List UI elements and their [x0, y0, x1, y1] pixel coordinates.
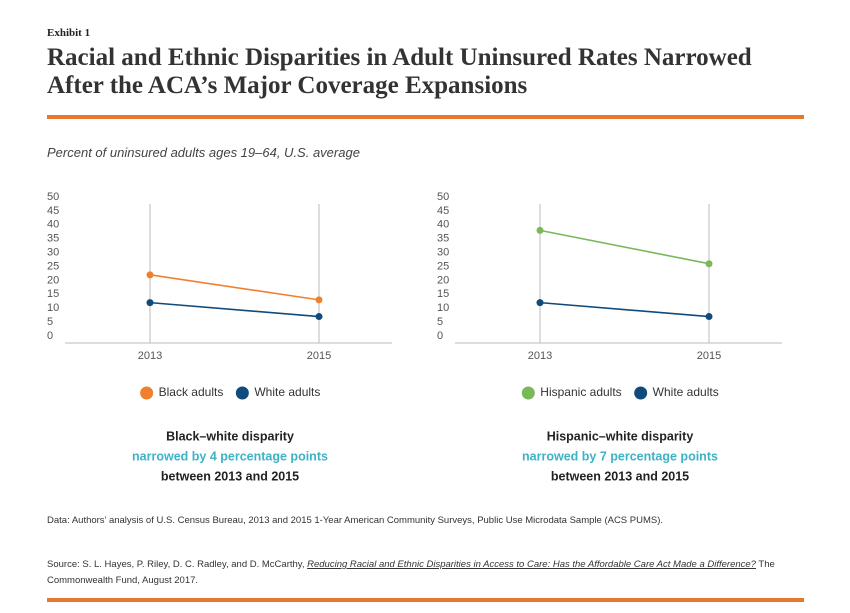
point	[536, 226, 544, 234]
legend-swatch	[521, 386, 535, 400]
y-tick-label: 35	[47, 233, 59, 245]
source-prefix: Source: S. L. Hayes, P. Riley, D. C. Rad…	[47, 559, 308, 570]
y-tick-label: 50	[437, 191, 449, 203]
y-tick-label: 35	[437, 233, 449, 245]
y-tick-label: 45	[437, 205, 449, 217]
y-tick-label: 45	[47, 205, 59, 217]
point	[705, 260, 713, 268]
point	[315, 313, 323, 321]
y-tick-label: 40	[47, 219, 59, 231]
subtitle: Percent of uninsured adults ages 19–64, …	[47, 145, 360, 160]
point	[315, 296, 323, 304]
y-tick-label: 50	[47, 191, 59, 203]
y-tick-label: 30	[437, 247, 449, 259]
caption-line: narrowed by 4 percentage points	[132, 449, 328, 463]
series-line	[149, 274, 320, 301]
data-note: Data: Authors’ analysis of U.S. Census B…	[47, 515, 664, 526]
legend-entry: White adults	[653, 385, 719, 399]
y-tick-label: 25	[47, 260, 59, 272]
bottom-rule	[47, 598, 804, 602]
caption-line: Hispanic–white disparity	[547, 429, 694, 443]
point	[146, 299, 154, 307]
y-tick-label: 0	[47, 330, 53, 342]
legend-swatch	[634, 386, 648, 400]
y-tick-label: 0	[437, 330, 443, 342]
caption-line: between 2013 and 2015	[161, 469, 299, 483]
y-tick-label: 25	[437, 260, 449, 272]
series-line	[539, 229, 710, 265]
y-tick-label: 5	[47, 316, 53, 328]
point	[536, 299, 544, 307]
y-tick-label: 15	[437, 288, 449, 300]
source-link: Reducing Racial and Ethnic Disparities i…	[307, 559, 756, 570]
caption-line: between 2013 and 2015	[551, 469, 689, 483]
y-tick-label: 20	[437, 274, 449, 286]
legend-entry: White adults	[254, 385, 320, 399]
y-tick-label: 30	[47, 247, 59, 259]
source: Source: S. L. Hayes, P. Riley, D. C. Rad…	[47, 557, 807, 589]
point	[705, 313, 713, 321]
series-line	[539, 301, 710, 318]
legend-entry: Hispanic adults	[540, 385, 621, 399]
point	[146, 271, 154, 279]
title: Racial and Ethnic Disparities in Adult U…	[47, 44, 752, 99]
y-tick-label: 15	[47, 288, 59, 300]
exhibit-label: Exhibit 1	[47, 27, 91, 39]
y-tick-label: 10	[437, 302, 449, 314]
y-tick-label: 10	[47, 302, 59, 314]
x-tick-label: 2015	[697, 350, 721, 362]
y-tick-label: 20	[47, 274, 59, 286]
x-tick-label: 2015	[307, 350, 331, 362]
legend-swatch	[235, 386, 249, 400]
legend: Hispanic adults White adults	[521, 385, 719, 400]
series-line	[149, 301, 320, 318]
caption-line: Black–white disparity	[166, 429, 294, 443]
y-tick-label: 5	[437, 316, 443, 328]
legend-swatch	[140, 386, 154, 400]
caption-line: narrowed by 7 percentage points	[522, 449, 718, 463]
top-rule	[47, 115, 804, 119]
legend-entry: Black adults	[159, 385, 224, 399]
y-tick-label: 40	[437, 219, 449, 231]
legend: Black adults White adults	[140, 385, 320, 400]
x-tick-label: 2013	[138, 350, 162, 362]
x-tick-label: 2013	[528, 350, 552, 362]
source-suffix: The Commonwealth Fund, August 2017.	[47, 559, 775, 586]
